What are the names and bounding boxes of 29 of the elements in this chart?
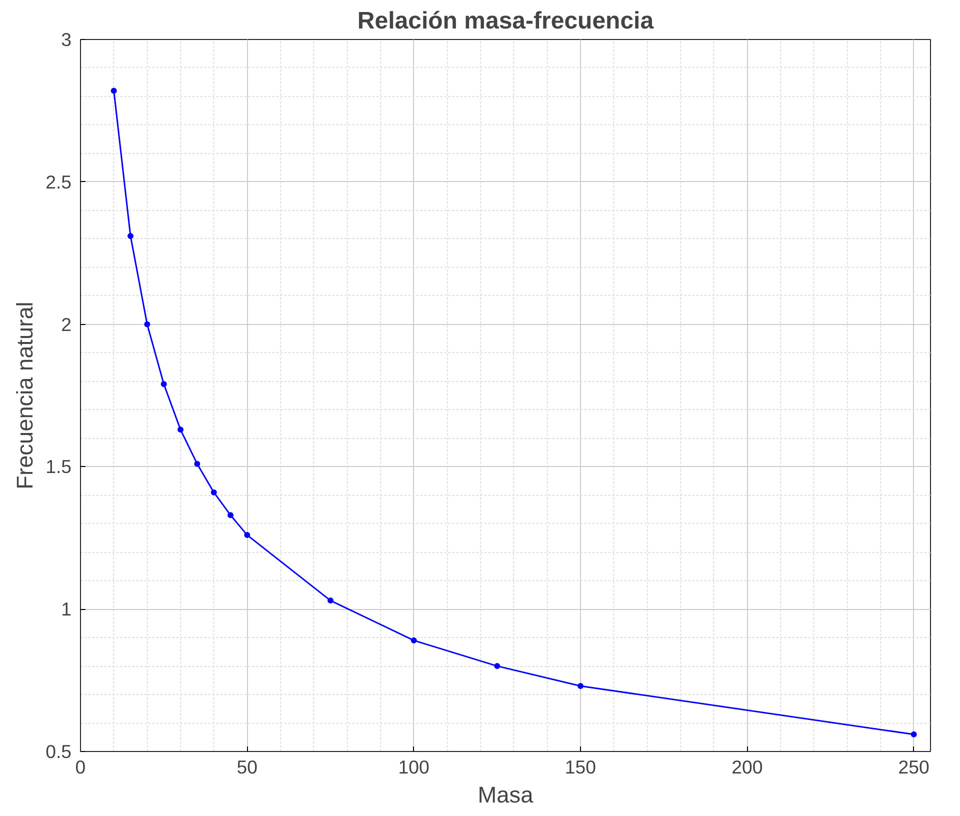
point <box>578 683 584 689</box>
point <box>110 88 117 94</box>
y-tick-label: 1.5 <box>46 456 72 478</box>
y-tick-label: 2 <box>61 314 72 335</box>
point <box>160 381 167 388</box>
point <box>410 637 417 644</box>
point <box>210 489 217 496</box>
y-tick-label: 1 <box>61 598 72 620</box>
point <box>228 512 234 518</box>
point <box>244 532 250 538</box>
x-tick-label: 50 <box>236 756 258 778</box>
point <box>194 460 200 467</box>
x-tick-label: 250 <box>898 756 930 778</box>
point <box>910 731 917 738</box>
x-axis-title: Masa <box>478 782 534 808</box>
x-tick-label: 200 <box>732 756 763 778</box>
point <box>144 321 150 328</box>
x-tick-label: 0 <box>75 756 86 778</box>
y-tick-label: 0.5 <box>46 741 72 762</box>
point <box>328 598 334 604</box>
x-tick-label: 100 <box>398 756 430 778</box>
point <box>178 426 184 433</box>
point <box>494 663 500 670</box>
point <box>128 233 134 240</box>
y-tick-label: 3 <box>61 29 72 50</box>
y-tick-label: 2.5 <box>46 171 72 192</box>
chart-title: Relación masa-frecuencia <box>357 8 654 34</box>
y-axis-title: Frecuencia natural <box>12 302 38 490</box>
x-tick-label: 150 <box>564 756 596 778</box>
